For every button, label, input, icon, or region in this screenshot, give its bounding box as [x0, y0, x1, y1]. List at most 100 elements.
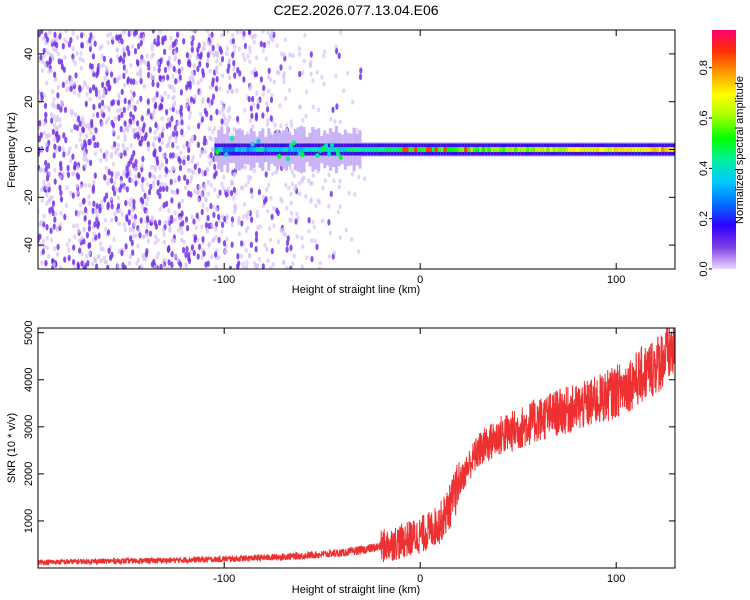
- noise-speck: [214, 50, 218, 56]
- band-core: [634, 147, 638, 152]
- noise-speck: [237, 231, 242, 237]
- noise-speck: [256, 98, 260, 104]
- noise-speck: [150, 46, 154, 52]
- noise-speck: [200, 208, 204, 216]
- noise-speck: [140, 205, 145, 210]
- noise-speck: [282, 79, 286, 85]
- noise-speck: [224, 191, 229, 198]
- noise-speck: [263, 242, 267, 248]
- x-tick-label: 0: [417, 274, 423, 286]
- noise-speck: [138, 60, 142, 66]
- noise-speck: [129, 235, 133, 242]
- noise-speck: [103, 174, 107, 181]
- noise-speck: [71, 46, 75, 52]
- noise-speck: [126, 200, 130, 206]
- noise-speck: [104, 165, 108, 171]
- noise-speck: [198, 90, 203, 96]
- noise-speck: [304, 194, 308, 199]
- noise-speck: [200, 255, 204, 261]
- noise-speck: [58, 33, 62, 40]
- noise-speck: [277, 70, 281, 76]
- noise-speck: [98, 94, 102, 100]
- noise-speck: [182, 144, 186, 149]
- noise-speck: [235, 30, 239, 33]
- noise-speck: [104, 119, 108, 125]
- noise-speck: [101, 81, 105, 89]
- noise-speck: [171, 165, 176, 171]
- noise-speck: [43, 63, 48, 69]
- band-core: [543, 147, 547, 152]
- noise-speck: [141, 58, 145, 63]
- noise-speck: [107, 106, 111, 112]
- band-blob: [327, 151, 332, 157]
- noise-speck: [196, 141, 200, 148]
- noise-speck: [163, 66, 168, 74]
- noise-speck: [223, 116, 228, 121]
- noise-speck: [169, 35, 173, 41]
- band-core: [332, 147, 335, 152]
- noise-speck: [205, 61, 209, 69]
- noise-speck: [184, 262, 188, 267]
- noise-speck: [241, 52, 245, 58]
- noise-speck: [289, 210, 294, 216]
- noise-speck: [175, 188, 180, 195]
- noise-speck: [331, 106, 335, 114]
- noise-speck: [307, 178, 311, 184]
- noise-speck: [147, 146, 151, 152]
- noise-speck: [93, 40, 97, 47]
- noise-speck: [71, 192, 75, 199]
- noise-speck: [232, 209, 236, 215]
- noise-speck: [318, 260, 322, 266]
- noise-speck: [282, 73, 286, 78]
- noise-speck: [65, 87, 69, 93]
- noise-speck: [145, 223, 149, 228]
- noise-speck: [111, 99, 115, 106]
- band-core: [484, 147, 488, 152]
- band-core: [617, 147, 621, 152]
- noise-speck: [222, 240, 227, 247]
- noise-speck: [42, 179, 46, 185]
- noise-speck: [283, 96, 288, 101]
- noise-speck: [225, 122, 229, 127]
- band-core: [579, 147, 582, 152]
- noise-speck: [165, 109, 169, 116]
- noise-speck: [122, 64, 126, 71]
- noise-speck: [77, 92, 81, 98]
- noise-speck: [78, 247, 82, 254]
- noise-speck: [44, 259, 48, 267]
- noise-speck: [149, 73, 153, 78]
- band-core: [343, 147, 347, 152]
- noise-speck: [153, 165, 157, 170]
- noise-speck: [269, 115, 273, 122]
- noise-speck: [118, 56, 122, 63]
- noise-speck: [170, 238, 174, 244]
- noise-speck: [241, 265, 245, 269]
- noise-speck: [226, 89, 230, 94]
- noise-speck: [279, 228, 283, 233]
- band-core: [602, 147, 606, 152]
- noise-speck: [82, 152, 86, 158]
- band-core: [232, 147, 235, 152]
- noise-speck: [180, 198, 184, 204]
- noise-speck: [97, 253, 101, 259]
- noise-speck: [261, 263, 265, 269]
- band-core: [405, 147, 409, 152]
- noise-speck: [209, 42, 213, 48]
- noise-speck: [285, 265, 289, 269]
- noise-speck: [53, 71, 57, 78]
- band-core: [646, 147, 650, 152]
- noise-speck: [162, 239, 166, 245]
- noise-speck: [95, 216, 99, 223]
- noise-speck: [123, 264, 127, 269]
- noise-speck: [283, 37, 288, 43]
- noise-speck: [285, 246, 289, 253]
- noise-speck: [155, 155, 159, 163]
- noise-speck: [255, 90, 259, 96]
- colorbar-tick-label: 0.6: [698, 110, 710, 125]
- noise-speck: [258, 224, 263, 229]
- noise-speck: [53, 168, 57, 173]
- noise-speck: [350, 171, 355, 177]
- noise-speck: [254, 236, 259, 243]
- band-core: [473, 147, 477, 152]
- noise-speck: [264, 171, 268, 178]
